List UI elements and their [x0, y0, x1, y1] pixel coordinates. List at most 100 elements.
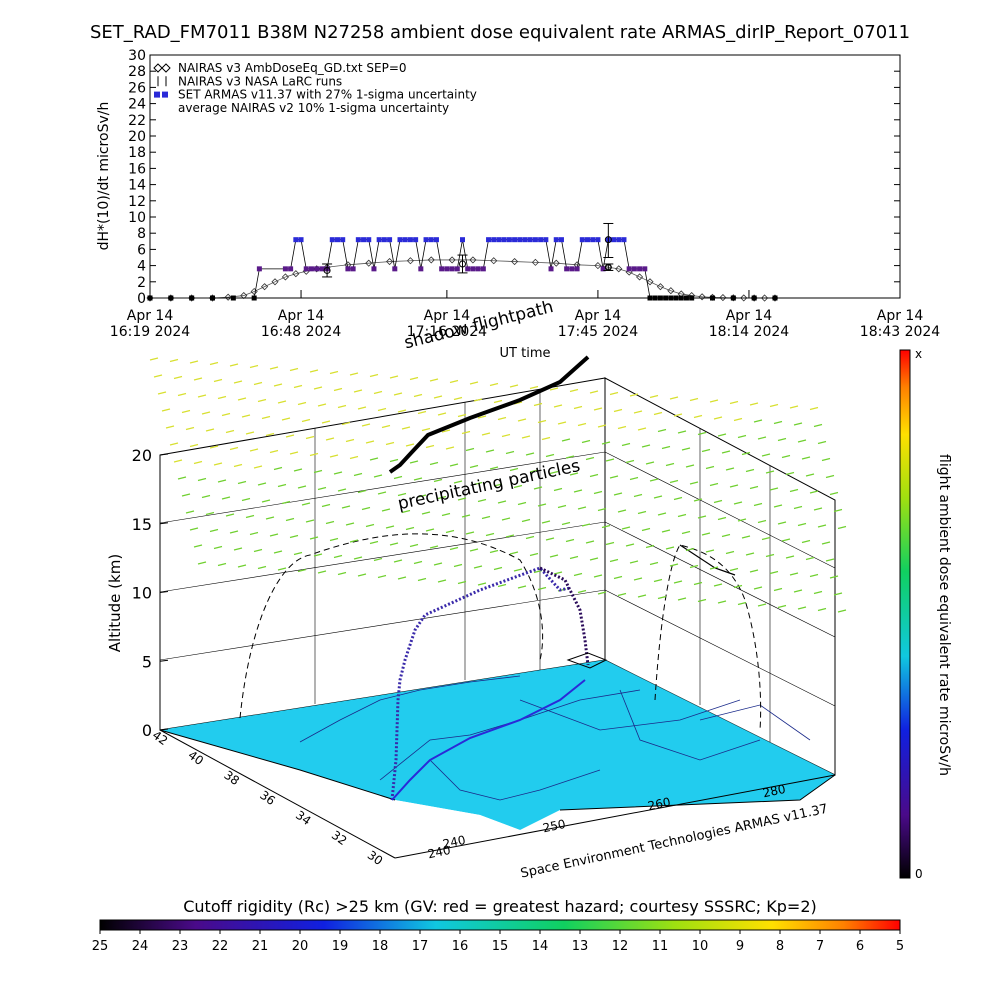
armas-point — [288, 266, 294, 272]
particle-mark — [737, 601, 747, 606]
particle-mark — [529, 552, 539, 557]
particle-mark — [569, 388, 579, 393]
particle-mark — [157, 391, 167, 395]
particle-mark — [625, 543, 635, 547]
armas-point — [480, 266, 486, 272]
particle-mark — [509, 384, 519, 388]
legend-label: NAIRAS v3 NASA LaRC runs — [178, 74, 342, 88]
z-tick — [159, 659, 169, 662]
rc-tick-label: 24 — [132, 939, 149, 954]
particle-mark — [389, 458, 399, 463]
particle-mark — [529, 469, 539, 473]
particle-mark — [289, 367, 299, 372]
particle-mark — [225, 429, 235, 434]
particle-mark — [165, 425, 175, 429]
armas-flightpath-3d — [390, 566, 571, 801]
particle-mark — [373, 557, 383, 562]
shadow-flightpath — [388, 355, 590, 474]
rc-tick-label: 22 — [212, 939, 229, 954]
particle-mark — [473, 565, 483, 569]
particle-mark — [769, 570, 779, 575]
x-tick-label-time: 18:43 2024 — [860, 324, 941, 340]
particle-mark — [437, 579, 447, 583]
particle-mark — [357, 573, 367, 577]
altitude-axis: 0 5 10 15 20 — [132, 446, 169, 740]
particle-mark — [265, 432, 275, 437]
armas-point — [397, 237, 403, 243]
nairas-point — [427, 256, 435, 264]
particle-mark — [477, 415, 487, 419]
z-tick-label: 10 — [132, 584, 152, 603]
armas-point — [402, 237, 408, 243]
y-tick-label: 6 — [137, 242, 146, 258]
armas-point — [631, 266, 637, 272]
particle-mark — [741, 451, 751, 456]
armas-point — [350, 266, 356, 272]
particle-mark — [693, 498, 703, 502]
particle-mark — [537, 586, 547, 591]
flight-3d-view: shadow flightpath precipitating particle… — [106, 297, 847, 882]
nairas-point — [261, 283, 269, 291]
particle-mark — [373, 390, 383, 395]
particle-mark — [453, 563, 463, 568]
z-tick-label: 15 — [132, 515, 152, 534]
particle-mark — [765, 553, 775, 558]
particle-mark — [577, 506, 587, 510]
armas-point — [366, 237, 372, 243]
x-tick-label-date: Apr 14 — [726, 308, 773, 324]
armas-point — [444, 266, 450, 272]
particle-mark — [717, 516, 727, 521]
lon-axis-line — [394, 774, 836, 859]
y-tick-label: 10 — [128, 210, 146, 226]
particle-mark — [193, 544, 203, 548]
rc-tick-label: 17 — [412, 939, 429, 954]
particle-mark — [473, 398, 483, 402]
particle-mark — [797, 522, 807, 527]
particle-mark — [609, 475, 619, 479]
particle-mark — [829, 575, 839, 579]
particle-mark — [505, 534, 515, 538]
particle-mark — [505, 450, 515, 455]
particle-mark — [493, 399, 503, 404]
rc-tick-label: 18 — [372, 939, 389, 954]
particle-mark — [657, 428, 667, 433]
particle-mark — [541, 520, 551, 524]
particle-mark — [321, 503, 331, 508]
particle-mark — [825, 474, 835, 479]
armas-point — [689, 295, 695, 301]
particle-mark — [553, 571, 563, 575]
particle-mark — [581, 523, 591, 527]
particle-mark — [477, 582, 487, 586]
particle-mark — [597, 424, 607, 428]
rc-tick-label: 25 — [92, 939, 109, 954]
particle-mark — [425, 444, 435, 449]
particle-mark — [617, 592, 627, 597]
particle-mark — [757, 519, 767, 524]
particle-mark — [593, 407, 603, 411]
rc-tick-label: 15 — [492, 939, 509, 954]
particle-mark — [501, 433, 511, 438]
lon-tick-label: 240 — [442, 833, 467, 851]
particle-mark — [261, 415, 271, 420]
particle-mark — [721, 450, 731, 454]
particle-mark — [685, 547, 695, 552]
particle-mark — [689, 481, 699, 485]
coverage-arc — [239, 533, 544, 719]
ocean-cutout — [395, 800, 520, 835]
particle-mark — [325, 520, 335, 525]
particle-mark — [517, 501, 527, 506]
lat-tick-label: 32 — [329, 828, 350, 848]
particle-mark — [301, 502, 311, 506]
particle-mark — [793, 505, 803, 510]
particle-mark — [393, 559, 403, 563]
particle-mark — [601, 441, 611, 445]
particle-mark — [773, 587, 783, 592]
particle-mark — [537, 503, 547, 507]
armas-point — [772, 295, 778, 301]
armas-point — [433, 237, 439, 243]
particle-mark — [409, 543, 419, 548]
particle-mark — [453, 396, 463, 401]
particle-mark — [417, 410, 427, 415]
particle-mark — [237, 480, 247, 485]
